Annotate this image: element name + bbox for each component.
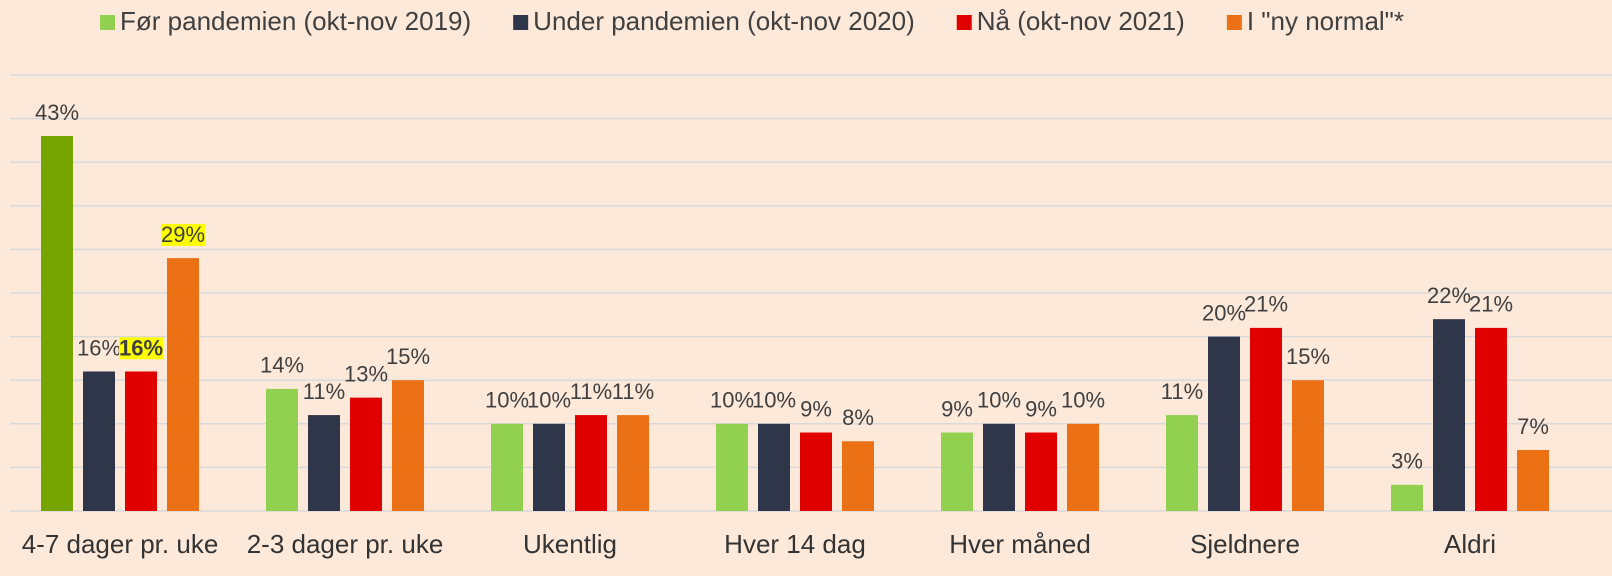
value-label: 10%: [1061, 388, 1105, 413]
value-label: 21%: [1469, 292, 1513, 317]
bar: [1391, 484, 1423, 511]
value-label: 14%: [260, 353, 304, 378]
bar: [1433, 319, 1465, 511]
bar: [491, 423, 523, 511]
value-label: 11%: [612, 379, 654, 404]
bar: [758, 423, 790, 511]
value-label: 10%: [752, 388, 796, 413]
bar: [83, 371, 115, 511]
bar: [941, 432, 973, 511]
legend: Før pandemien (okt-nov 2019) Under pandem…: [100, 6, 1404, 36]
value-label: 10%: [977, 388, 1021, 413]
x-tick-label: Hver 14 dag: [724, 529, 866, 559]
legend-swatch: [956, 15, 972, 30]
value-label: 3%: [1391, 449, 1423, 474]
label-highlight: [118, 337, 164, 360]
value-label: 29%: [161, 222, 205, 247]
value-label: 11%: [1161, 379, 1203, 404]
bar: [1067, 423, 1099, 511]
value-label: 11%: [303, 379, 345, 404]
value-label: 15%: [386, 344, 430, 369]
x-tick-label: Sjeldnere: [1190, 529, 1300, 559]
value-label: 21%: [1244, 292, 1288, 317]
value-label: 22%: [1427, 283, 1471, 308]
legend-label: Under pandemien (okt-nov 2020): [533, 6, 915, 36]
bar: [842, 441, 874, 511]
bar: [350, 397, 382, 511]
value-label: 10%: [527, 388, 571, 413]
bar: [575, 415, 607, 511]
value-label: 16%: [77, 335, 121, 360]
bar: [983, 423, 1015, 511]
x-tick-label: Hver måned: [949, 529, 1091, 559]
value-label: 9%: [941, 396, 973, 421]
bar: [1475, 327, 1507, 511]
bar: [266, 388, 298, 511]
bar: [41, 136, 73, 512]
x-tick-label: Aldri: [1444, 529, 1496, 559]
value-label: 10%: [485, 388, 529, 413]
value-label: 15%: [1286, 344, 1330, 369]
value-label: 9%: [1025, 396, 1057, 421]
bar: [308, 415, 340, 511]
legend-label: I "ny normal"*: [1247, 6, 1404, 36]
bar: [617, 415, 649, 511]
bar: [392, 380, 424, 511]
value-label: 9%: [800, 396, 832, 421]
bar: [1517, 449, 1549, 511]
label-highlight: [160, 223, 206, 246]
value-label: 13%: [344, 361, 388, 386]
value-label: 43%: [35, 100, 79, 125]
bar: [167, 258, 199, 511]
x-tick-label: 2-3 dager pr. uke: [247, 529, 444, 559]
value-label: 20%: [1202, 300, 1246, 325]
value-label: 7%: [1517, 414, 1549, 439]
legend-label: Nå (okt-nov 2021): [977, 6, 1185, 36]
legend-label: Før pandemien (okt-nov 2019): [120, 6, 471, 36]
value-label: 16%: [119, 335, 163, 360]
bar: [1208, 336, 1240, 511]
bar: [1250, 327, 1282, 511]
legend-swatch: [513, 15, 529, 30]
legend-swatch: [1226, 15, 1242, 30]
bar: [800, 432, 832, 511]
value-label: 11%: [570, 379, 612, 404]
bar: [1166, 415, 1198, 511]
bar: [716, 423, 748, 511]
legend-swatch: [100, 15, 115, 30]
bar: [1025, 432, 1057, 511]
bar: [533, 423, 565, 511]
x-tick-label: Ukentlig: [523, 529, 617, 559]
value-label: 8%: [842, 405, 874, 430]
value-label: 10%: [710, 388, 754, 413]
bar: [125, 371, 157, 511]
bar: [1292, 380, 1324, 511]
x-tick-label: 4-7 dager pr. uke: [22, 529, 219, 559]
